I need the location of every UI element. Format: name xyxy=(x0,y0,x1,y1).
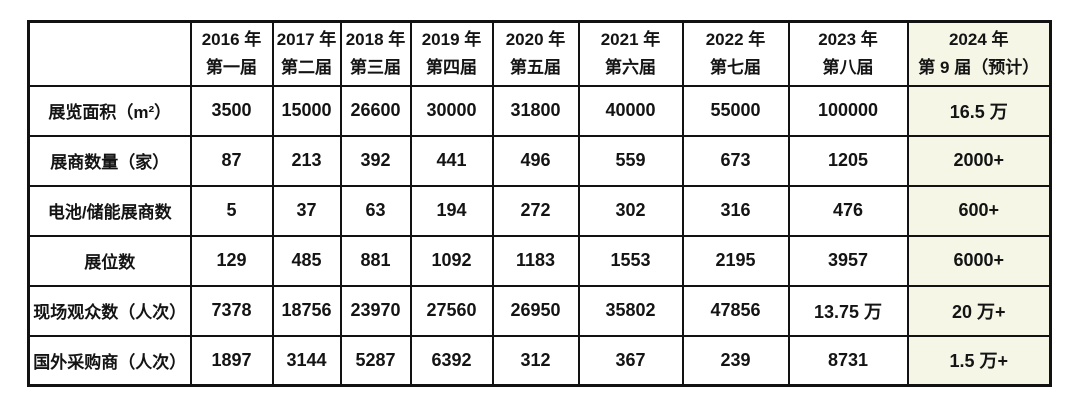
header-cell-2023: 2023 年 第八届 xyxy=(787,20,909,87)
data-cell: 13.75 万 xyxy=(787,284,909,337)
data-cell: 3144 xyxy=(271,334,342,387)
data-cell: 559 xyxy=(577,134,684,187)
table-row-onsite-visitors: 现场观众数（人次） 7378 18756 23970 27560 26950 3… xyxy=(27,284,1052,337)
data-cell: 5287 xyxy=(339,334,412,387)
data-cell: 1897 xyxy=(189,334,274,387)
header-year: 2024 年 xyxy=(948,29,1009,49)
data-cell: 3957 xyxy=(787,234,909,287)
data-cell-forecast: 600+ xyxy=(906,184,1052,237)
data-cell: 272 xyxy=(491,184,580,237)
data-cell: 239 xyxy=(681,334,790,387)
row-label: 展览面积（m²） xyxy=(27,84,192,137)
corner-cell xyxy=(27,20,192,87)
data-cell: 8731 xyxy=(787,334,909,387)
data-cell: 55000 xyxy=(681,84,790,137)
data-cell: 316 xyxy=(681,184,790,237)
data-cell: 1092 xyxy=(409,234,494,287)
header-session: 第七届 xyxy=(710,57,761,77)
data-cell: 40000 xyxy=(577,84,684,137)
header-cell-2021: 2021 年 第六届 xyxy=(577,20,684,87)
header-cell-2022: 2022 年 第七届 xyxy=(681,20,790,87)
data-cell: 30000 xyxy=(409,84,494,137)
row-label: 展位数 xyxy=(27,234,192,287)
data-cell: 2195 xyxy=(681,234,790,287)
data-cell: 3500 xyxy=(189,84,274,137)
data-cell: 496 xyxy=(491,134,580,187)
header-year: 2020 年 xyxy=(505,29,566,49)
header-year: 2016 年 xyxy=(201,29,262,49)
row-label: 现场观众数（人次） xyxy=(27,284,192,337)
data-cell: 7378 xyxy=(189,284,274,337)
header-cell-2017: 2017 年 第二届 xyxy=(271,20,342,87)
data-cell: 5 xyxy=(189,184,274,237)
header-session: 第八届 xyxy=(822,57,874,77)
exhibition-stats-table: 2016 年 第一届 2017 年 第二届 2018 年 第三届 2019 年 … xyxy=(27,20,1052,387)
data-cell-forecast: 16.5 万 xyxy=(906,84,1052,137)
header-session: 第三届 xyxy=(350,57,401,77)
data-cell: 213 xyxy=(271,134,342,187)
data-cell: 23970 xyxy=(339,284,412,337)
data-cell: 129 xyxy=(189,234,274,287)
data-cell-forecast: 6000+ xyxy=(906,234,1052,287)
header-year: 2023 年 xyxy=(818,29,878,49)
header-session: 第四届 xyxy=(426,57,477,77)
data-cell: 881 xyxy=(339,234,412,287)
data-cell: 194 xyxy=(409,184,494,237)
table-row-booth-count: 展位数 129 485 881 1092 1183 1553 2195 3957… xyxy=(27,234,1052,287)
data-cell: 673 xyxy=(681,134,790,187)
data-cell: 18756 xyxy=(271,284,342,337)
data-cell: 367 xyxy=(577,334,684,387)
header-year: 2022 年 xyxy=(705,29,766,49)
data-cell: 100000 xyxy=(787,84,909,137)
data-cell: 485 xyxy=(271,234,342,287)
data-cell: 302 xyxy=(577,184,684,237)
header-cell-2020: 2020 年 第五届 xyxy=(491,20,580,87)
data-cell: 26600 xyxy=(339,84,412,137)
row-label: 展商数量（家） xyxy=(27,134,192,187)
data-cell: 15000 xyxy=(271,84,342,137)
data-cell: 26950 xyxy=(491,284,580,337)
data-cell-forecast: 1.5 万+ xyxy=(906,334,1052,387)
row-label: 电池/储能展商数 xyxy=(27,184,192,237)
data-cell: 312 xyxy=(491,334,580,387)
data-cell: 441 xyxy=(409,134,494,187)
header-cell-2016: 2016 年 第一届 xyxy=(189,20,274,87)
data-cell: 1205 xyxy=(787,134,909,187)
header-cell-2019: 2019 年 第四届 xyxy=(409,20,494,87)
data-cell-forecast: 2000+ xyxy=(906,134,1052,187)
data-cell: 31800 xyxy=(491,84,580,137)
header-row: 2016 年 第一届 2017 年 第二届 2018 年 第三届 2019 年 … xyxy=(27,20,1052,87)
header-cell-2024-forecast: 2024 年 第 9 届（预计） xyxy=(906,20,1052,87)
header-session: 第二届 xyxy=(281,57,332,77)
data-cell-forecast: 20 万+ xyxy=(906,284,1052,337)
data-cell: 87 xyxy=(189,134,274,187)
table-row-battery-storage-exhibitors: 电池/储能展商数 5 37 63 194 272 302 316 476 600… xyxy=(27,184,1052,237)
data-cell: 35802 xyxy=(577,284,684,337)
data-cell: 1553 xyxy=(577,234,684,287)
header-session: 第五届 xyxy=(510,57,561,77)
header-year: 2019 年 xyxy=(421,29,482,49)
data-cell: 63 xyxy=(339,184,412,237)
data-cell: 1183 xyxy=(491,234,580,287)
data-cell: 6392 xyxy=(409,334,494,387)
header-session: 第六届 xyxy=(605,57,656,77)
header-year: 2017 年 xyxy=(276,29,337,49)
exhibition-stats-table-wrap: 2016 年 第一届 2017 年 第二届 2018 年 第三届 2019 年 … xyxy=(27,20,1052,387)
table-row-exhibitor-count: 展商数量（家） 87 213 392 441 496 559 673 1205 … xyxy=(27,134,1052,187)
header-year: 2018 年 xyxy=(345,29,406,49)
header-year: 2021 年 xyxy=(600,29,661,49)
table-row-overseas-buyers: 国外采购商（人次） 1897 3144 5287 6392 312 367 23… xyxy=(27,334,1052,387)
data-cell: 27560 xyxy=(409,284,494,337)
row-label: 国外采购商（人次） xyxy=(27,334,192,387)
header-session: 第 9 届（预计） xyxy=(918,57,1040,77)
header-session: 第一届 xyxy=(206,57,257,77)
data-cell: 476 xyxy=(787,184,909,237)
data-cell: 47856 xyxy=(681,284,790,337)
data-cell: 392 xyxy=(339,134,412,187)
data-cell: 37 xyxy=(271,184,342,237)
header-cell-2018: 2018 年 第三届 xyxy=(339,20,412,87)
table-row-exhibition-area: 展览面积（m²） 3500 15000 26600 30000 31800 40… xyxy=(27,84,1052,137)
